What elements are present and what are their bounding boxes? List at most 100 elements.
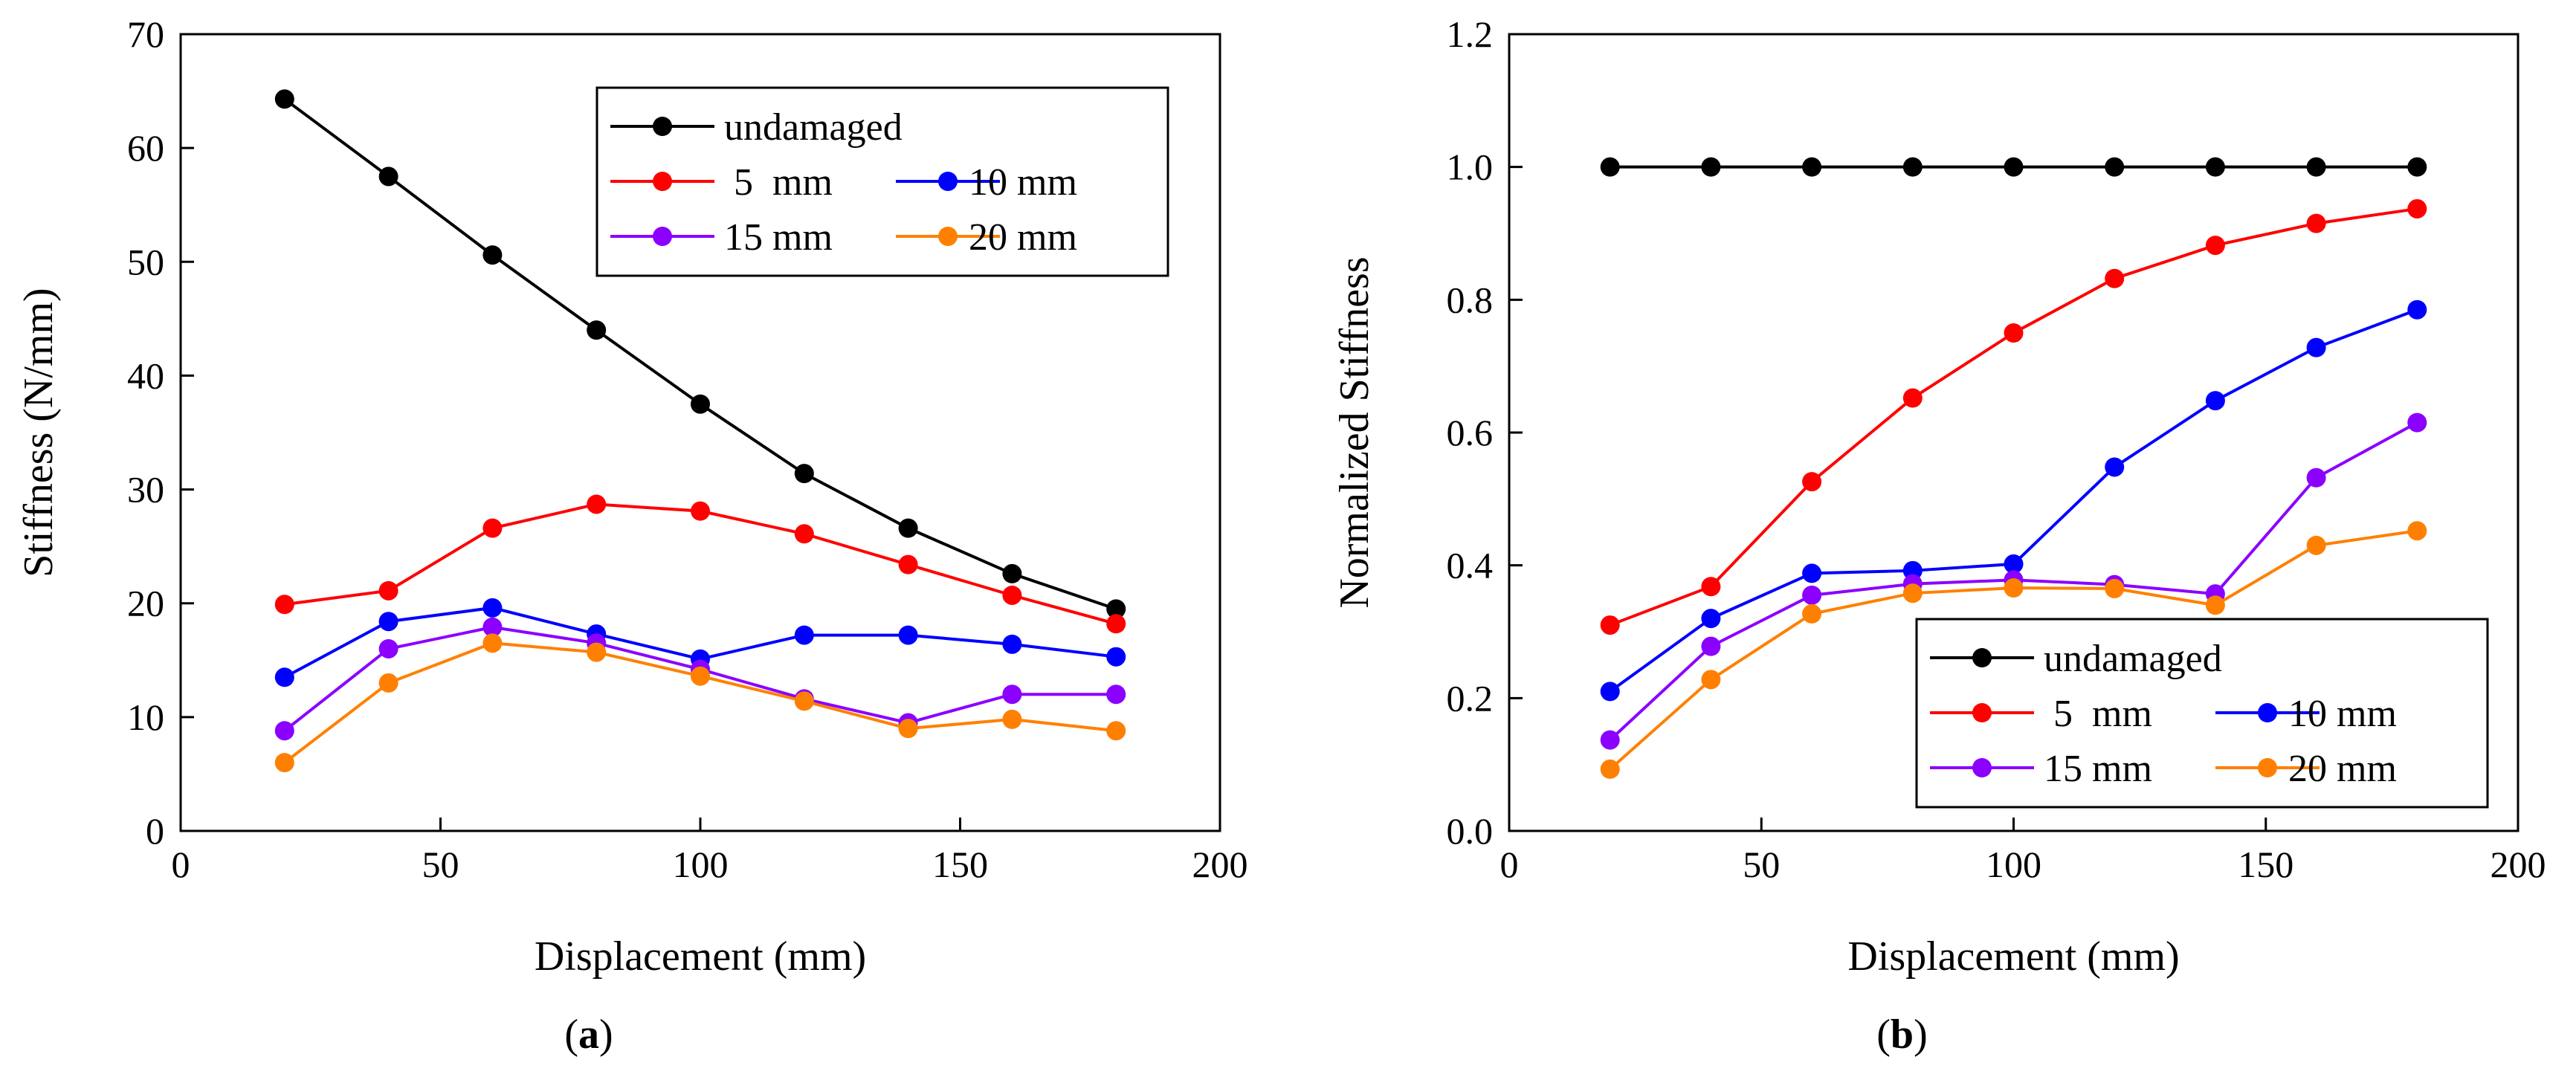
y-axis-label: Normalized Stiffness (1331, 256, 1378, 608)
data-point (587, 320, 607, 340)
y-tick-label: 30 (127, 469, 164, 511)
data-point (587, 642, 607, 662)
data-point (1802, 603, 1822, 624)
data-point (2004, 578, 2024, 598)
data-point (1002, 634, 1022, 654)
data-point (898, 625, 918, 645)
data-point (1902, 157, 1923, 177)
x-axis-label: Displacement (mm) (1847, 933, 2179, 980)
data-point (1701, 636, 1721, 656)
data-point (691, 501, 710, 521)
data-point (2105, 578, 2125, 598)
data-point (274, 89, 294, 109)
data-point (1002, 685, 1022, 705)
legend-label: 20 mm (2288, 748, 2397, 790)
legend-label: undamaged (2044, 638, 2222, 680)
data-point (482, 633, 503, 653)
data-point (274, 753, 294, 773)
data-point (274, 595, 294, 615)
y-tick-label: 1.2 (1447, 13, 1494, 55)
data-point (1902, 583, 1923, 603)
data-point (2105, 268, 2125, 288)
x-tick-label: 50 (422, 844, 459, 885)
y-tick-label: 0.0 (1447, 810, 1494, 852)
legend-label: 15 mm (724, 216, 833, 259)
data-point (2004, 323, 2024, 343)
legend-label: 5 mm (2044, 693, 2152, 735)
data-point (378, 612, 398, 632)
y-tick-label: 20 (127, 583, 164, 624)
data-point (2205, 157, 2225, 177)
data-point (898, 554, 918, 575)
data-point (482, 518, 503, 538)
data-point (2306, 467, 2326, 488)
x-tick-label: 150 (932, 844, 988, 885)
data-point (482, 245, 503, 265)
data-point (482, 598, 503, 618)
panel-label: (a) (564, 1012, 613, 1058)
data-point (794, 524, 814, 544)
data-point (378, 166, 398, 187)
data-point (691, 394, 710, 414)
y-tick-label: 70 (127, 13, 164, 55)
legend-marker (1972, 703, 1992, 722)
data-point (2205, 391, 2225, 411)
data-point (1600, 157, 1620, 177)
y-tick-label: 40 (127, 355, 164, 396)
data-point (2004, 157, 2024, 177)
data-point (1701, 577, 1721, 597)
y-tick-label: 0.8 (1447, 279, 1494, 320)
legend-marker (1972, 648, 1992, 667)
panel-b: 0 50 100 150 200 0.0 0.2 0.4 0.6 0.8 1.0 1.2 Displac… (1331, 13, 2546, 1058)
x-axis-label: Displacement (mm) (535, 933, 866, 980)
data-point (1802, 585, 1822, 605)
y-tick-label: 0 (146, 810, 164, 852)
legend-marker (2258, 758, 2277, 777)
data-point (1600, 615, 1620, 635)
legend-label: 10 mm (2288, 693, 2397, 735)
data-point (2105, 157, 2125, 177)
data-point (2306, 213, 2326, 233)
legend-marker (938, 227, 958, 246)
data-point (2105, 457, 2125, 477)
data-point (482, 617, 503, 637)
data-point (2407, 521, 2427, 541)
data-point (1802, 157, 1822, 177)
x-tick-label: 200 (2491, 844, 2546, 885)
data-point (1600, 730, 1620, 750)
x-tick-label: 100 (1986, 844, 2041, 885)
data-point (794, 691, 814, 711)
data-point (1002, 709, 1022, 729)
legend-marker (653, 117, 672, 136)
panel-label-letter: a (578, 1012, 599, 1058)
data-point (1002, 585, 1022, 605)
y-tick-label: 10 (127, 696, 164, 738)
data-point (2306, 535, 2326, 555)
data-point (898, 518, 918, 538)
x-tick-label: 150 (2238, 844, 2293, 885)
data-point (691, 666, 710, 686)
y-tick-label: 50 (127, 241, 164, 282)
data-point (1106, 721, 1126, 741)
data-point (2407, 198, 2427, 219)
legend-label: 15 mm (2044, 748, 2152, 790)
panel-label-letter: b (1891, 1012, 1914, 1058)
x-tick-label: 50 (1743, 844, 1780, 885)
data-point (2407, 157, 2427, 177)
data-point (1701, 157, 1721, 177)
data-point (1902, 560, 1923, 580)
data-point (2205, 595, 2225, 615)
y-tick-label: 0.6 (1447, 412, 1494, 453)
x-tick-label: 100 (673, 844, 729, 885)
data-point (2306, 157, 2326, 177)
legend-marker (653, 172, 672, 191)
data-point (1600, 682, 1620, 702)
y-tick-label: 1.0 (1447, 146, 1494, 188)
data-point (1106, 599, 1126, 619)
x-tick-label: 0 (172, 844, 190, 885)
data-point (794, 464, 814, 484)
data-point (587, 494, 607, 514)
data-point (1002, 563, 1022, 583)
data-point (794, 625, 814, 645)
data-point (1802, 563, 1822, 583)
